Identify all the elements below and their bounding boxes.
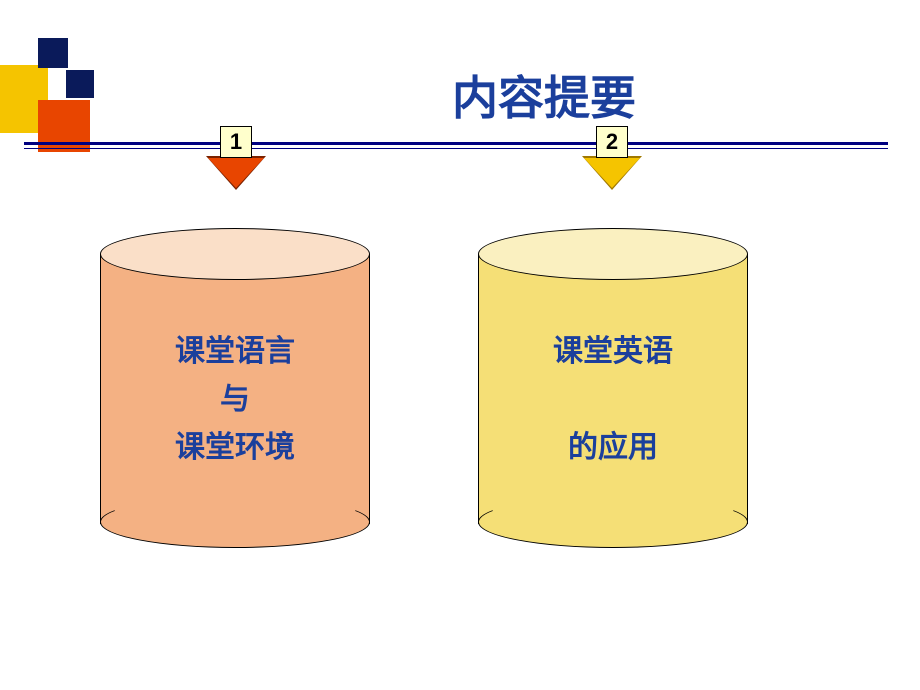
cylinder-2: 课堂英语 的应用 — [478, 228, 748, 548]
cylinder-1: 课堂语言 与 课堂环境 — [100, 228, 370, 548]
arrow-number-box: 2 — [596, 126, 628, 158]
cylinder-bottom — [478, 496, 748, 548]
decoration-block — [66, 70, 94, 98]
divider-inner — [24, 148, 888, 149]
cylinder-label: 课堂英语 的应用 — [478, 328, 748, 472]
arrow-head — [584, 158, 640, 188]
arrow-head — [208, 158, 264, 188]
arrow-marker-1: 1 — [208, 126, 264, 196]
cylinder-label: 课堂语言 与 课堂环境 — [100, 328, 370, 472]
cylinder-top — [478, 228, 748, 280]
decoration-block — [38, 38, 68, 68]
page-title: 内容提要 — [452, 62, 636, 128]
arrow-number-box: 1 — [220, 126, 252, 158]
cylinder-bottom — [100, 496, 370, 548]
arrow-marker-2: 2 — [584, 126, 640, 196]
divider-outer — [24, 142, 888, 145]
cylinder-top — [100, 228, 370, 280]
